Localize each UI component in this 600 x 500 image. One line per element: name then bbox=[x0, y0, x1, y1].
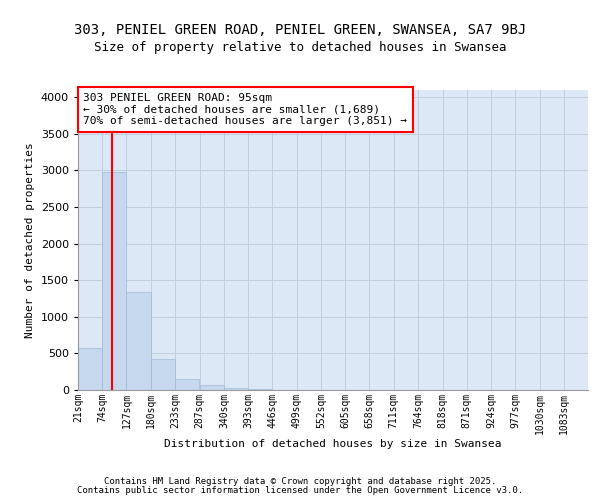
Text: Contains HM Land Registry data © Crown copyright and database right 2025.: Contains HM Land Registry data © Crown c… bbox=[104, 477, 496, 486]
Text: Size of property relative to detached houses in Swansea: Size of property relative to detached ho… bbox=[94, 41, 506, 54]
X-axis label: Distribution of detached houses by size in Swansea: Distribution of detached houses by size … bbox=[164, 440, 502, 450]
Bar bbox=[175, 379, 199, 390]
Text: 303 PENIEL GREEN ROAD: 95sqm
← 30% of detached houses are smaller (1,689)
70% of: 303 PENIEL GREEN ROAD: 95sqm ← 30% of de… bbox=[83, 93, 407, 126]
Text: Contains public sector information licensed under the Open Government Licence v3: Contains public sector information licen… bbox=[77, 486, 523, 495]
Bar bbox=[224, 388, 248, 390]
Bar bbox=[151, 360, 175, 390]
Bar bbox=[127, 292, 151, 390]
Y-axis label: Number of detached properties: Number of detached properties bbox=[25, 142, 35, 338]
Bar bbox=[78, 348, 102, 390]
Bar bbox=[102, 172, 127, 390]
Text: 303, PENIEL GREEN ROAD, PENIEL GREEN, SWANSEA, SA7 9BJ: 303, PENIEL GREEN ROAD, PENIEL GREEN, SW… bbox=[74, 22, 526, 36]
Bar bbox=[200, 384, 224, 390]
